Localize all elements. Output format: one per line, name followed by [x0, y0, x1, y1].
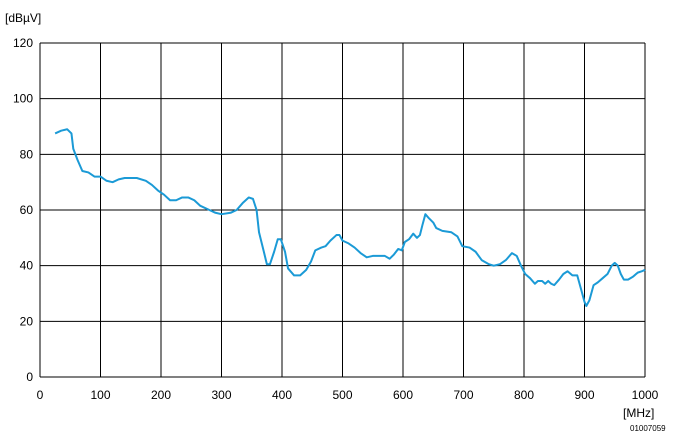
x-axis-label: [MHz] — [623, 406, 654, 420]
x-tick-label: 100 — [90, 388, 110, 402]
y-tick-label: 100 — [13, 92, 33, 106]
x-tick-label: 200 — [151, 388, 171, 402]
x-tick-label: 0 — [37, 388, 44, 402]
x-tick-label: 600 — [393, 388, 413, 402]
y-tick-label: 40 — [20, 259, 34, 273]
figure-code: 01007059 — [630, 424, 666, 433]
y-tick-label: 60 — [20, 203, 34, 217]
x-tick-label: 800 — [514, 388, 534, 402]
x-tick-label: 1000 — [632, 388, 659, 402]
data-line — [54, 128, 646, 308]
x-tick-label: 400 — [272, 388, 292, 402]
x-tick-label: 500 — [332, 388, 352, 402]
y-tick-label: 80 — [20, 147, 34, 161]
x-tick-label: 300 — [211, 388, 231, 402]
y-axis-label: [dBµV] — [5, 11, 41, 25]
y-tick-label: 20 — [20, 314, 34, 328]
x-tick-label: 700 — [453, 388, 473, 402]
y-tick-label: 0 — [26, 370, 33, 384]
y-tick-label: 120 — [13, 36, 33, 50]
x-tick-label: 900 — [574, 388, 594, 402]
